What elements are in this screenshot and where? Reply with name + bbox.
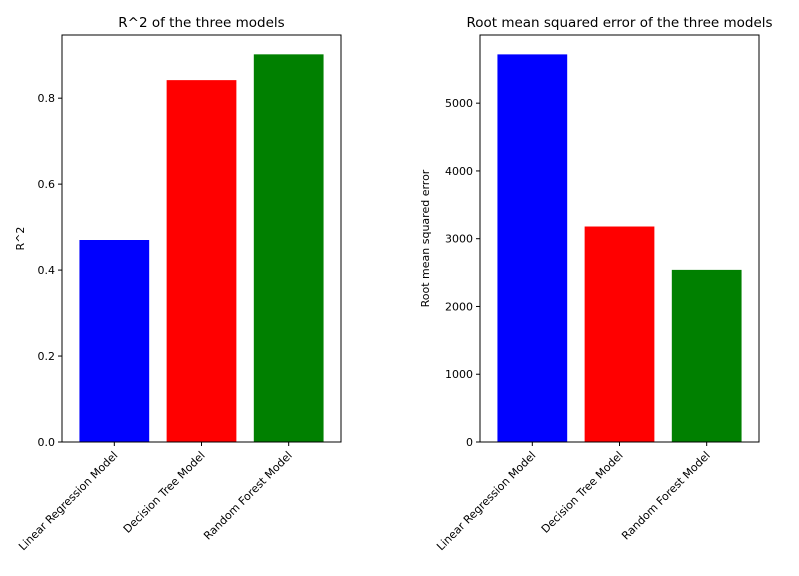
y-axis-label: Root mean squared error [419, 169, 432, 307]
y-tick-label: 4000 [445, 165, 473, 178]
chart-title: Root mean squared error of the three mod… [466, 15, 772, 31]
y-tick-label: 1000 [445, 368, 473, 381]
y-tick-label: 0 [466, 436, 473, 449]
y-tick-label: 0.0 [38, 436, 56, 449]
y-tick-label: 3000 [445, 233, 473, 246]
y-axis-label: R^2 [14, 227, 27, 251]
bar-3 [671, 269, 742, 442]
chart-title: R^2 of the three models [118, 15, 284, 31]
bar-1 [79, 240, 150, 442]
y-tick-label: 2000 [445, 300, 473, 313]
y-tick-label: 0.4 [38, 264, 56, 277]
bar-1 [497, 54, 568, 442]
bar-3 [253, 54, 324, 443]
bar-2 [166, 80, 237, 442]
y-tick-label: 0.8 [38, 92, 56, 105]
y-tick-label: 0.6 [38, 178, 56, 191]
bar-2 [584, 226, 655, 442]
y-tick-label: 0.2 [38, 350, 56, 363]
y-tick-label: 5000 [445, 97, 473, 110]
